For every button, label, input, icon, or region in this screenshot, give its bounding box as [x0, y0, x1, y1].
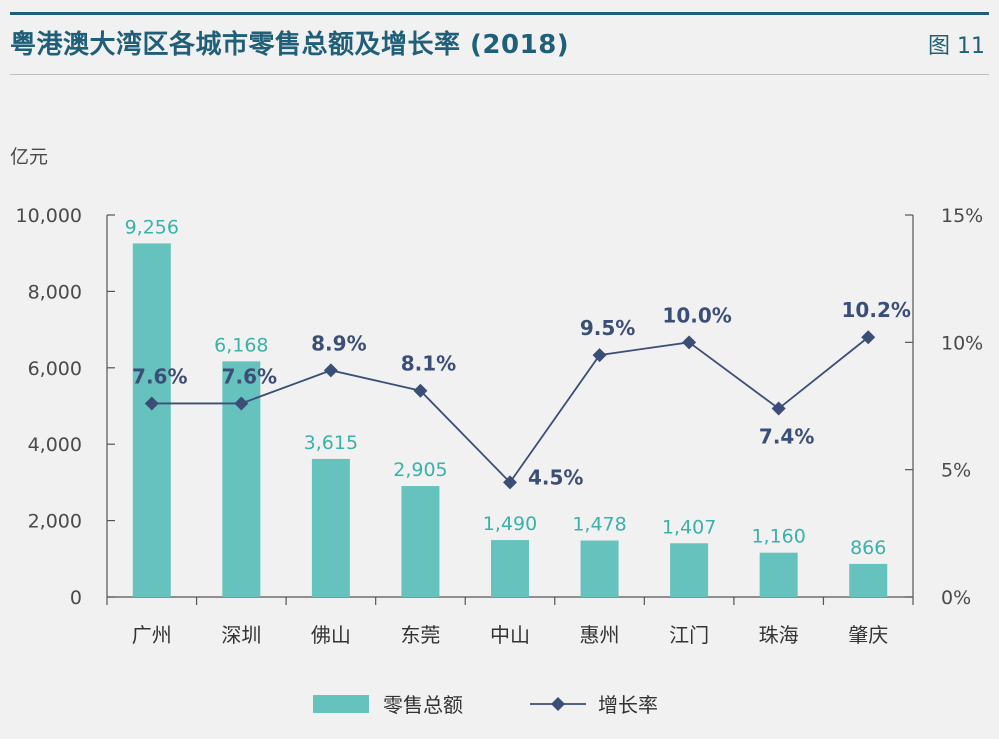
category-label: 惠州 [580, 623, 620, 647]
line-value-label: 9.5% [580, 316, 635, 340]
y-left-tick-label: 10,000 [16, 205, 82, 227]
bar-value-label: 3,615 [304, 432, 358, 454]
bar [670, 543, 709, 597]
legend-diamond-icon [551, 697, 565, 711]
line-point [503, 475, 517, 490]
bar [580, 540, 619, 597]
line-value-label: 10.2% [842, 298, 911, 322]
line-series [144, 330, 876, 490]
figure-label: 图 11 [928, 34, 985, 59]
y-left-tick-label: 8,000 [28, 281, 82, 303]
bar-value-label: 6,168 [214, 334, 268, 356]
bar-value-label: 2,905 [393, 459, 447, 481]
legend-label-bar: 零售总额 [383, 693, 463, 717]
category-labels: 广州 深圳 佛山 东莞 中山 惠州 江门 珠海 肇庆 [132, 623, 888, 647]
line-value-label: 7.6% [222, 364, 277, 388]
bar [849, 563, 888, 597]
bar-value-label: 1,160 [751, 526, 805, 548]
category-label: 肇庆 [848, 623, 888, 647]
category-label: 江门 [669, 623, 709, 647]
y-left-tick-label: 0 [70, 587, 82, 609]
category-label: 深圳 [221, 623, 261, 647]
line-labels: 7.6% 7.6% 8.9% 8.1% 4.5% 9.5% 10.0% 7.4% 10.2% [132, 298, 911, 489]
category-label: 中山 [490, 623, 530, 647]
line-value-label: 8.1% [401, 352, 456, 376]
line-point [144, 396, 159, 411]
bar-value-label: 1,490 [483, 513, 537, 535]
bar-value-label: 866 [850, 537, 886, 559]
y-left-tick-label: 6,000 [28, 358, 82, 380]
bar [491, 540, 529, 597]
y-left-tick-label: 4,000 [28, 434, 82, 456]
y-right-tick-label: 15% [941, 205, 983, 227]
bar [311, 458, 350, 597]
line-point [413, 383, 428, 398]
title-divider [10, 74, 989, 75]
y-right-tick-label: 10% [941, 332, 983, 354]
line-value-label: 7.4% [759, 425, 814, 449]
line-point [861, 330, 876, 345]
legend-swatch-bar [313, 695, 369, 713]
line-value-label: 8.9% [311, 331, 366, 355]
y-left-tick-label: 2,000 [28, 511, 82, 533]
line-point [682, 335, 697, 350]
bar [759, 552, 798, 597]
y-right-tick-label: 5% [941, 460, 971, 482]
bar [132, 243, 171, 597]
line-point [323, 363, 338, 378]
category-label: 东莞 [400, 623, 440, 647]
bar-labels: 9,256 6,168 3,615 2,905 1,490 1,478 1,407 1,160… [125, 216, 887, 558]
top-rule [10, 12, 989, 15]
bar-value-label: 1,407 [662, 516, 716, 538]
legend: 零售总额 增长率 [313, 693, 658, 717]
y-right-tick-label: 0% [941, 587, 971, 609]
line-value-label: 7.6% [132, 364, 187, 388]
bar [401, 486, 440, 597]
bar-value-label: 1,478 [572, 514, 626, 536]
line-point [771, 401, 786, 416]
line-point [234, 396, 249, 411]
chart-title: 粤港澳大湾区各城市零售总额及增长率 (2018) [10, 30, 570, 60]
line-value-label: 10.0% [662, 303, 731, 327]
category-label: 珠海 [759, 623, 799, 647]
bar-value-label: 9,256 [125, 216, 179, 238]
line-point [592, 348, 607, 363]
category-label: 佛山 [311, 623, 351, 647]
category-label: 广州 [132, 623, 172, 647]
line-value-label: 4.5% [528, 465, 583, 489]
y-axis-unit-label: 亿元 [10, 146, 49, 168]
legend-label-line: 增长率 [598, 693, 658, 717]
